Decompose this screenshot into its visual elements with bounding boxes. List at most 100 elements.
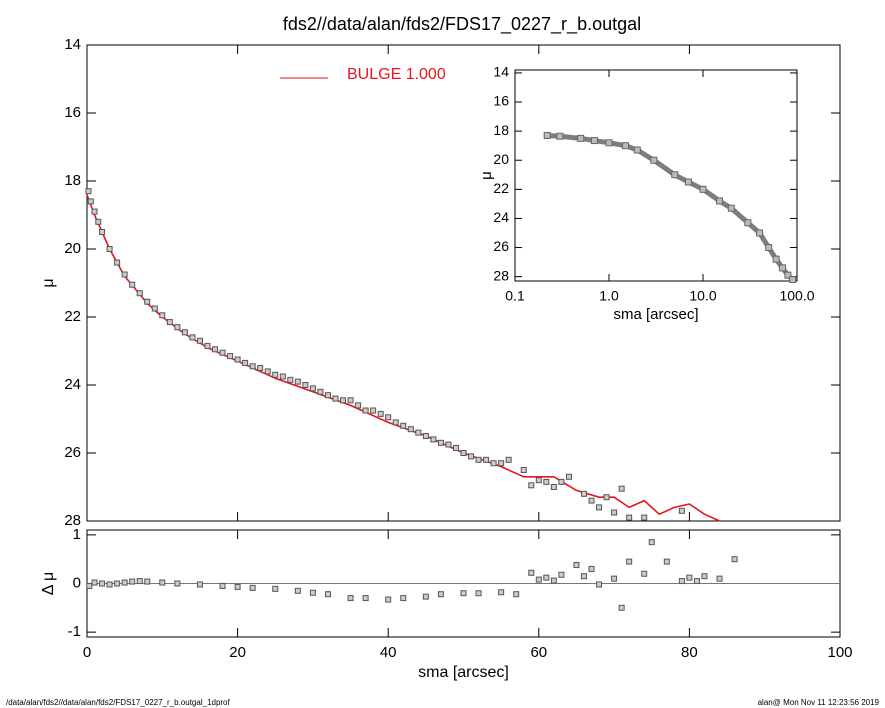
data-point [543, 478, 550, 485]
data-point [772, 255, 780, 263]
data-point [174, 580, 181, 587]
y-tick-label: -1 [68, 623, 81, 640]
data-point [85, 188, 92, 195]
data-point [121, 579, 128, 586]
y-tick-label: 20 [493, 151, 509, 167]
data-point [611, 509, 618, 516]
data-point [603, 494, 610, 501]
data-point [618, 604, 625, 611]
y-tick-label: 22 [493, 180, 509, 196]
data-point [400, 422, 407, 429]
data-point [693, 578, 700, 585]
data-point [626, 558, 633, 565]
legend-label: BULGE 1.000 [347, 66, 446, 83]
data-point [550, 577, 557, 584]
data-point [580, 573, 587, 580]
data-point [174, 324, 181, 331]
data-point [114, 580, 121, 587]
data-point [415, 429, 422, 436]
x-axis-label: sma [arcsec] [613, 306, 698, 323]
data-point [272, 371, 279, 378]
data-point [362, 407, 369, 414]
data-point [731, 556, 738, 563]
data-point [699, 185, 707, 193]
data-point [392, 419, 399, 426]
y-tick-label: 18 [493, 122, 509, 138]
footer-left: /data/alan/fds2//data/alan/fds2/FDS17_02… [6, 698, 231, 707]
data-point [234, 583, 241, 590]
data-point [136, 290, 143, 297]
footer-right: alan@ Mon Nov 11 12:23:56 2019 [758, 698, 880, 707]
data-point [622, 142, 630, 150]
plot-frame [514, 69, 798, 282]
data-point [535, 477, 542, 484]
data-point [543, 574, 550, 581]
data-point [513, 591, 520, 598]
data-point [611, 575, 618, 582]
data-point [385, 414, 392, 421]
data-point [437, 439, 444, 446]
data-point [385, 596, 392, 603]
data-point [626, 514, 633, 521]
data-point [91, 208, 98, 215]
data-point [756, 229, 764, 237]
data-point [468, 453, 475, 460]
data-point [324, 392, 331, 399]
data-point [234, 356, 241, 363]
data-point [460, 450, 467, 456]
data-point [144, 298, 151, 305]
x-tick-label: 100 [827, 644, 852, 661]
data-point [580, 490, 587, 497]
data-point [558, 571, 565, 578]
data-point [309, 385, 316, 392]
data-point [129, 578, 136, 585]
x-tick-label: 10.0 [689, 288, 716, 304]
data-point [377, 410, 384, 417]
data-point [144, 578, 151, 585]
data-point [99, 580, 106, 587]
data-point [430, 436, 437, 443]
data-point [445, 441, 452, 448]
data-point [789, 276, 797, 284]
y-tick-label: 0 [73, 574, 81, 591]
data-point [590, 137, 598, 145]
data-point [452, 444, 459, 451]
inset-background [515, 70, 797, 281]
data-point [543, 131, 551, 139]
data-point [370, 407, 377, 414]
x-tick-label: 20 [229, 644, 246, 661]
data-point [565, 473, 572, 480]
data-point [317, 388, 324, 395]
data-point [302, 382, 309, 388]
data-point [650, 156, 658, 164]
data-point [355, 402, 362, 409]
data-point [287, 376, 294, 383]
data-point [765, 244, 773, 252]
data-point [99, 229, 106, 235]
data-point [212, 346, 219, 353]
data-point [219, 582, 226, 589]
data-point [678, 578, 685, 585]
data-point [577, 134, 585, 142]
data-point [332, 395, 339, 402]
data-point [196, 581, 203, 588]
data-point [86, 582, 93, 589]
data-point [460, 590, 467, 597]
data-point [114, 259, 121, 266]
data-point [475, 590, 482, 597]
data-point [671, 171, 679, 179]
data-point [151, 305, 158, 312]
data-point [605, 139, 613, 147]
data-point [437, 591, 444, 598]
data-point [684, 178, 692, 186]
y-tick-label: 28 [64, 512, 81, 529]
y-tick-label: 24 [493, 209, 509, 225]
data-point [249, 584, 256, 591]
data-point [535, 576, 542, 583]
y-tick-label: 28 [493, 267, 509, 283]
y-tick-label: 14 [64, 36, 81, 53]
data-point [95, 218, 102, 225]
data-point [166, 319, 173, 326]
data-point [249, 363, 256, 370]
data-point [347, 595, 354, 602]
